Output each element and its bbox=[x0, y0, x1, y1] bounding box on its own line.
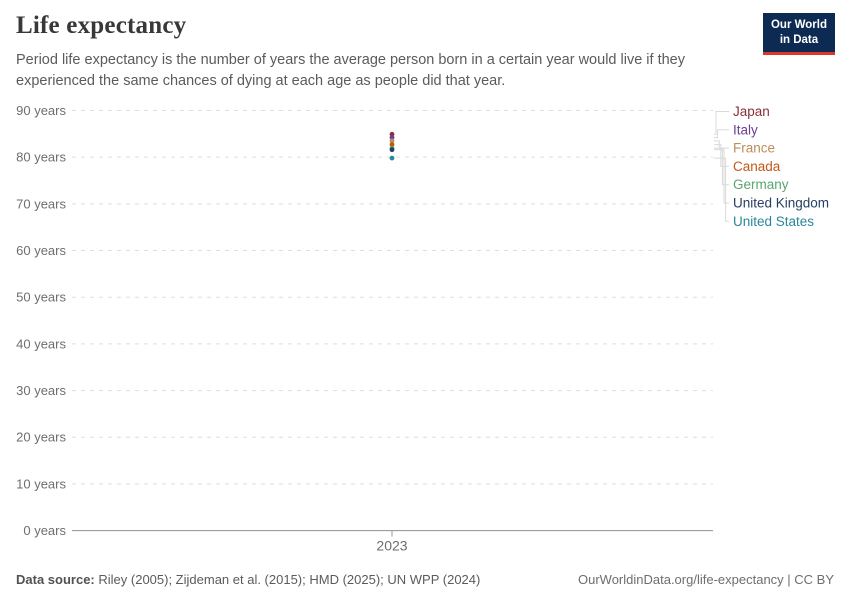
legend-label-italy[interactable]: Italy bbox=[733, 122, 758, 137]
legend-connector-japan bbox=[714, 111, 729, 135]
page-title: Life expectancy bbox=[16, 12, 187, 39]
y-axis-tick-label: 90 years bbox=[16, 103, 66, 118]
chart-footer: Data source: Riley (2005); Zijdeman et a… bbox=[16, 572, 834, 587]
owid-logo-line2: in Data bbox=[779, 33, 819, 46]
legend-connector-united-kingdom bbox=[714, 149, 729, 204]
y-axis-tick-label: 60 years bbox=[16, 243, 66, 258]
legend-label-france[interactable]: France bbox=[733, 141, 775, 156]
owid-logo-line1: Our World bbox=[770, 19, 827, 31]
footer-source: Data source: Riley (2005); Zijdeman et a… bbox=[16, 572, 480, 587]
y-axis-tick-label: 40 years bbox=[16, 336, 66, 351]
data-point-canada[interactable] bbox=[389, 142, 395, 147]
data-point-united-kingdom[interactable] bbox=[389, 147, 395, 153]
legend-connector-italy bbox=[714, 129, 729, 139]
y-axis-tick-label: 80 years bbox=[16, 150, 66, 165]
y-axis-tick-label: 30 years bbox=[16, 383, 66, 398]
legend-label-united-kingdom[interactable]: United Kingdom bbox=[733, 196, 829, 211]
data-point-united-states[interactable] bbox=[389, 155, 395, 161]
owid-logo[interactable]: Our World in Data bbox=[762, 13, 835, 55]
y-axis-tick-label: 20 years bbox=[16, 430, 66, 445]
legend-label-united-states[interactable]: United States bbox=[733, 214, 814, 229]
y-axis-tick-label: 50 years bbox=[16, 290, 66, 305]
chart-header: Life expectancy Period life expectancy i… bbox=[16, 12, 756, 92]
y-axis-tick-label: 10 years bbox=[16, 476, 66, 491]
data-point-france[interactable] bbox=[389, 138, 395, 144]
footer-source-text: Riley (2005); Zijdeman et al. (2015); HM… bbox=[98, 572, 481, 587]
legend-connector-united-states bbox=[714, 157, 729, 222]
y-axis-tick-label: 70 years bbox=[16, 196, 66, 211]
x-axis-tick-label: 2023 bbox=[376, 538, 407, 554]
y-axis-tick-label: 0 years bbox=[23, 523, 66, 538]
legend-label-germany[interactable]: Germany bbox=[733, 177, 789, 192]
legend-label-japan[interactable]: Japan bbox=[733, 104, 770, 119]
footer-source-label: Data source: bbox=[16, 572, 95, 587]
footer-attribution[interactable]: OurWorldinData.org/life-expectancy | CC … bbox=[577, 572, 834, 587]
legend-label-canada[interactable]: Canada bbox=[733, 159, 781, 174]
chart-subtitle: Period life expectancy is the number of … bbox=[16, 52, 685, 90]
legend-connector-canada bbox=[714, 144, 729, 167]
